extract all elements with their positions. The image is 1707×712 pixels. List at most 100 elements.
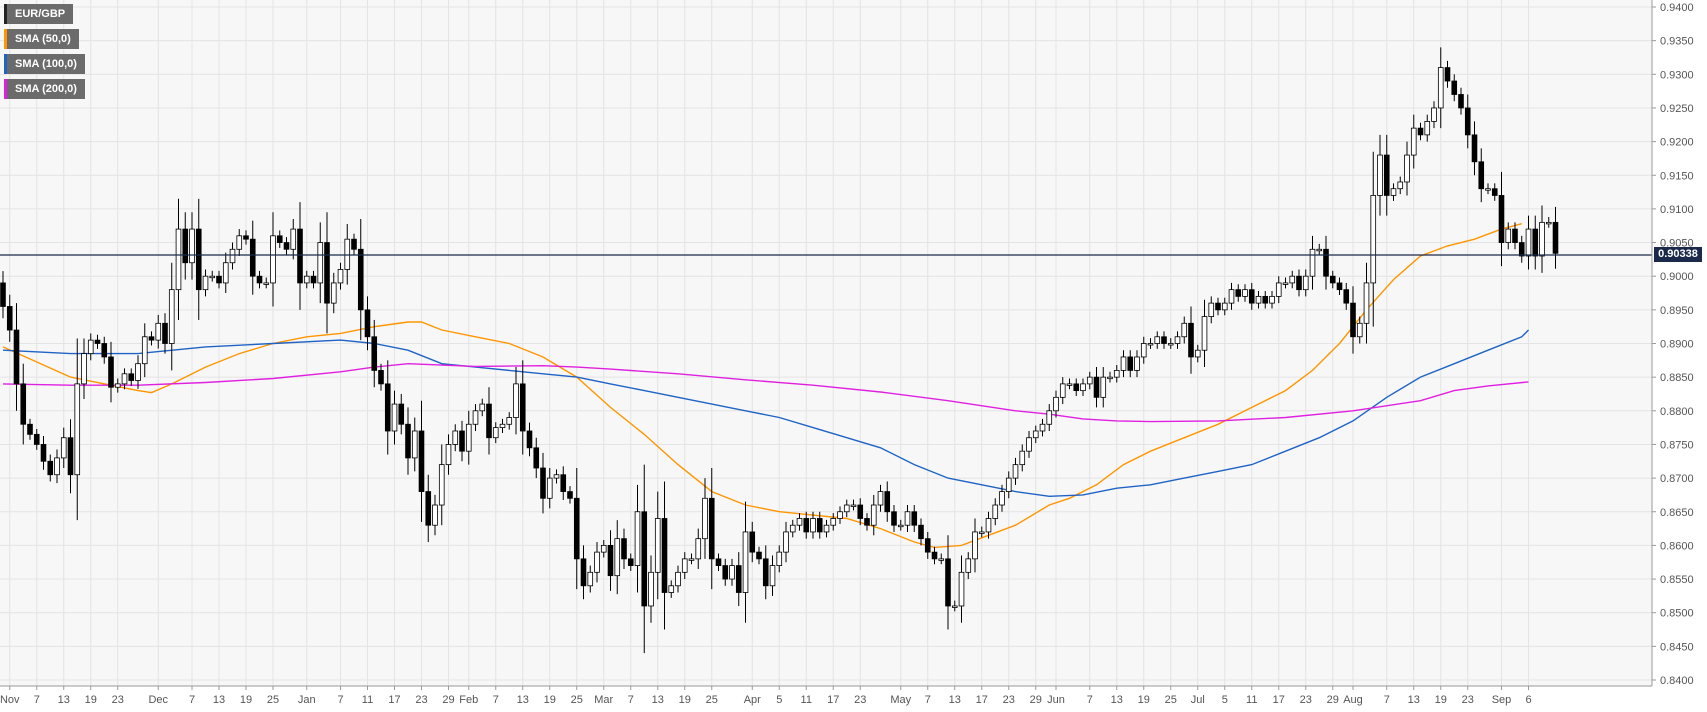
candle-body [594,551,600,573]
candle-body [891,511,897,526]
candles [0,47,1559,654]
candle-body [1444,67,1451,82]
candle-body [162,322,168,344]
candle-body [418,430,425,492]
candle-body [1026,437,1032,452]
x-tick-label: 23 [112,694,124,706]
candle-body [1215,302,1221,311]
candle-body [681,558,688,573]
x-tick-label: 11 [1246,694,1257,706]
legend-item-sma-50[interactable]: SMA (50,0) [4,29,79,49]
candle-body [654,518,661,573]
candle-body [951,605,958,608]
candle-body [803,518,810,533]
candle-body [1053,396,1059,412]
candle-body [1188,322,1194,358]
candle-body [283,242,290,250]
candle-body [121,373,128,385]
x-tick-label: 23 [854,694,866,706]
candle-body [1397,181,1404,190]
y-tick-label: 0.9200 [1660,137,1694,149]
y-tick-label: 0.9400 [1660,2,1694,14]
candle-body [911,511,918,526]
candle-body [364,309,371,338]
candle-body [1167,343,1174,346]
candle-body [742,531,749,593]
candle-body [918,524,924,540]
x-tick-label: 25 [267,694,279,706]
candle-body [330,282,337,304]
candle-body [1019,450,1026,466]
x-tick-label: 19 [544,694,556,706]
candle-body [324,242,330,304]
candle-body [276,235,283,243]
y-tick-label: 0.8750 [1660,439,1694,451]
legend-item-sma-100[interactable]: SMA (100,0) [4,54,85,74]
candle-body [985,518,992,533]
candle-body [1012,464,1019,479]
x-tick-label: 7 [1087,694,1093,706]
y-tick-label: 0.9050 [1660,238,1694,250]
candle-body [823,524,830,533]
candle-body [769,565,776,587]
x-tick-label: 13 [1408,694,1420,706]
x-tick-label: 19 [1435,694,1447,706]
legend-label: SMA (200,0) [15,83,77,95]
y-tick-label: 0.8400 [1660,675,1694,687]
last-price-label: 0.90338 [1654,247,1702,262]
x-tick-label: 17 [1273,694,1285,706]
candle-body [513,383,519,418]
candle-body [452,430,459,445]
candle-body [344,238,351,270]
candle-body [1275,282,1282,297]
x-tick-label: 7 [628,694,634,706]
x-tick-label: 19 [1138,694,1150,706]
candle-body [168,289,175,344]
candle-body [297,228,303,284]
candle-body [1134,356,1140,371]
x-tick-label: Sep [1492,694,1512,706]
candle-body [972,531,978,560]
candle-body [931,551,938,560]
x-tick-label: 13 [949,694,961,706]
candle-body [1518,242,1525,257]
candle-body [884,491,891,513]
candle-body [1242,289,1248,297]
candle-body [796,518,803,526]
candle-body [1437,67,1444,109]
candle-body [1525,228,1532,257]
candle-body [303,275,310,284]
x-tick-label: 23 [1300,694,1312,706]
legend-label: SMA (50,0) [15,33,71,45]
candle-body [1552,221,1559,254]
x-tick-label: 5 [776,694,782,706]
candle-body [580,558,587,587]
candle-body [465,423,472,452]
candle-body [0,282,6,307]
candle-body [384,383,391,432]
candle-body [695,538,702,560]
candle-body [830,518,837,526]
x-tick-label: 13 [517,694,529,706]
candle-body [499,423,506,429]
y-tick-label: 0.9100 [1660,204,1694,216]
candle-body [1404,154,1410,183]
candle-body [1478,161,1485,190]
x-tick-label: Jan [298,694,316,706]
candle-body [101,343,108,358]
y-tick-label: 0.8650 [1660,507,1694,519]
legend-item-eurgbp[interactable]: EUR/GBP [4,4,74,24]
x-tick-label: Mar [594,694,613,706]
candle-body [492,427,499,439]
candle-body [1005,477,1012,492]
legend-label: SMA (100,0) [15,58,77,70]
candle-body [789,524,796,533]
x-tick-label: 19 [240,694,252,706]
legend-item-sma-200[interactable]: SMA (200,0) [4,79,85,99]
candle-body [843,504,850,513]
legend-swatch [4,79,7,99]
x-tick-label: Apr [744,694,761,706]
y-tick-label: 0.8800 [1660,406,1694,418]
candle-body [1147,343,1154,346]
candle-body [560,474,567,492]
